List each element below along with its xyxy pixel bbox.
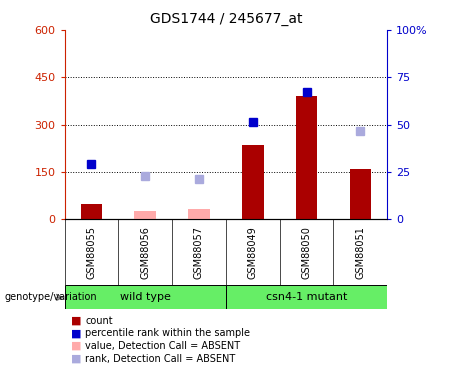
Bar xyxy=(296,96,317,219)
Bar xyxy=(135,210,156,219)
Bar xyxy=(242,145,264,219)
Text: percentile rank within the sample: percentile rank within the sample xyxy=(85,328,250,338)
Title: GDS1744 / 245677_at: GDS1744 / 245677_at xyxy=(150,12,302,26)
Bar xyxy=(81,204,102,219)
Text: GSM88050: GSM88050 xyxy=(301,226,312,279)
Text: count: count xyxy=(85,316,113,326)
Text: GSM88051: GSM88051 xyxy=(355,226,366,279)
Text: GSM88057: GSM88057 xyxy=(194,226,204,279)
Text: GSM88049: GSM88049 xyxy=(248,226,258,279)
Bar xyxy=(65,285,226,309)
Text: value, Detection Call = ABSENT: value, Detection Call = ABSENT xyxy=(85,341,240,351)
Text: GSM88056: GSM88056 xyxy=(140,226,150,279)
Text: ■: ■ xyxy=(71,354,82,364)
Text: genotype/variation: genotype/variation xyxy=(5,292,97,302)
Text: ■: ■ xyxy=(71,316,82,326)
Text: wild type: wild type xyxy=(120,292,171,302)
Text: csn4-1 mutant: csn4-1 mutant xyxy=(266,292,347,302)
Bar xyxy=(349,169,371,219)
Text: ■: ■ xyxy=(71,328,82,338)
Bar xyxy=(188,209,210,219)
Text: ■: ■ xyxy=(71,341,82,351)
Bar xyxy=(226,285,387,309)
Text: GSM88055: GSM88055 xyxy=(86,226,96,279)
Text: rank, Detection Call = ABSENT: rank, Detection Call = ABSENT xyxy=(85,354,236,364)
